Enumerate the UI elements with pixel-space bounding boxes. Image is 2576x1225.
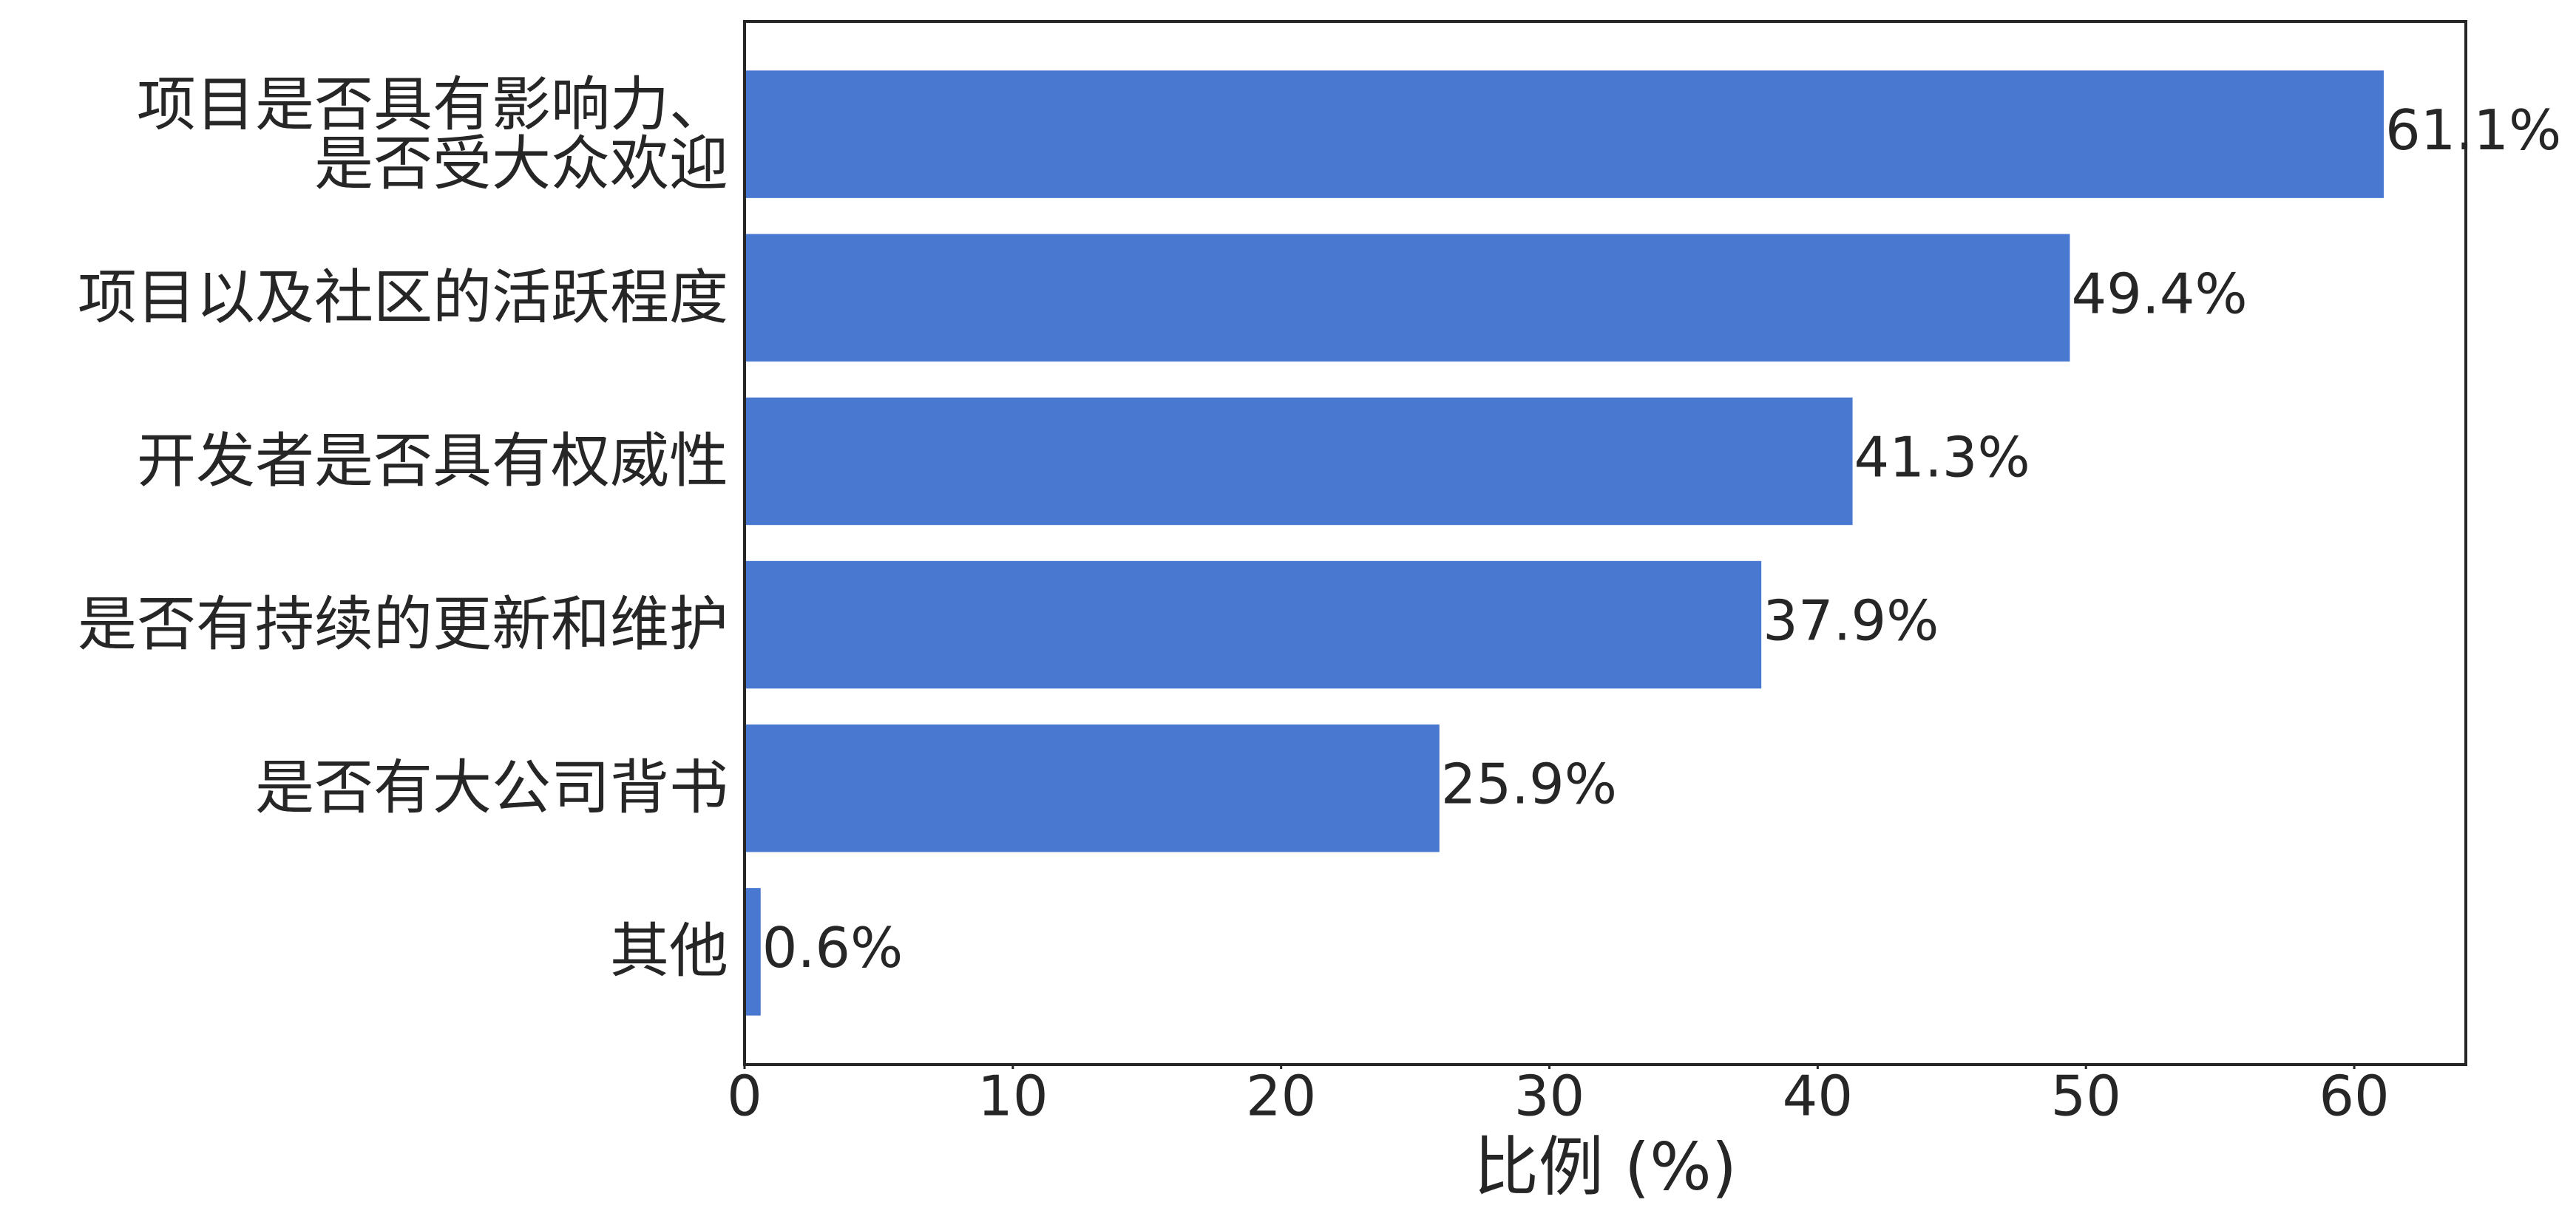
y-tick-label: 项目以及社区的活跃程度 bbox=[78, 262, 728, 332]
bar bbox=[745, 724, 1440, 852]
y-tick-label: 项目是否具有影响力、 是否受大众欢迎 bbox=[137, 69, 728, 198]
bar bbox=[745, 234, 2070, 362]
value-label: 49.4% bbox=[2071, 261, 2247, 326]
value-label: 61.1% bbox=[2385, 98, 2561, 163]
value-label: 25.9% bbox=[1441, 752, 1617, 817]
x-tick-label: 10 bbox=[977, 1064, 1048, 1129]
value-label: 41.3% bbox=[1854, 424, 2030, 489]
x-tick-label: 20 bbox=[1246, 1064, 1316, 1129]
bar bbox=[745, 560, 1762, 689]
x-tick-label: 60 bbox=[2319, 1064, 2389, 1129]
plot-frame bbox=[743, 20, 2467, 1066]
y-tick-label: 其他 bbox=[610, 917, 728, 986]
y-labels: 项目是否具有影响力、 是否受大众欢迎项目以及社区的活跃程度开发者是否具有权威性是… bbox=[0, 0, 728, 1225]
x-tick-label: 40 bbox=[1783, 1064, 1853, 1129]
y-tick-label: 是否有持续的更新和维护 bbox=[78, 590, 728, 659]
x-tick-label: 0 bbox=[727, 1064, 762, 1129]
y-tick-label: 是否有大公司背书 bbox=[255, 753, 728, 823]
x-axis-label: 比例 (%) bbox=[1474, 1129, 1737, 1205]
x-tick-label: 50 bbox=[2050, 1064, 2121, 1129]
value-label: 0.6% bbox=[762, 915, 904, 980]
x-tick-label: 30 bbox=[1514, 1064, 1584, 1129]
y-tick-label: 开发者是否具有权威性 bbox=[137, 426, 728, 495]
bar bbox=[745, 397, 1853, 526]
bar bbox=[745, 888, 761, 1016]
value-label: 37.9% bbox=[1763, 588, 1939, 654]
bar bbox=[745, 70, 2384, 198]
